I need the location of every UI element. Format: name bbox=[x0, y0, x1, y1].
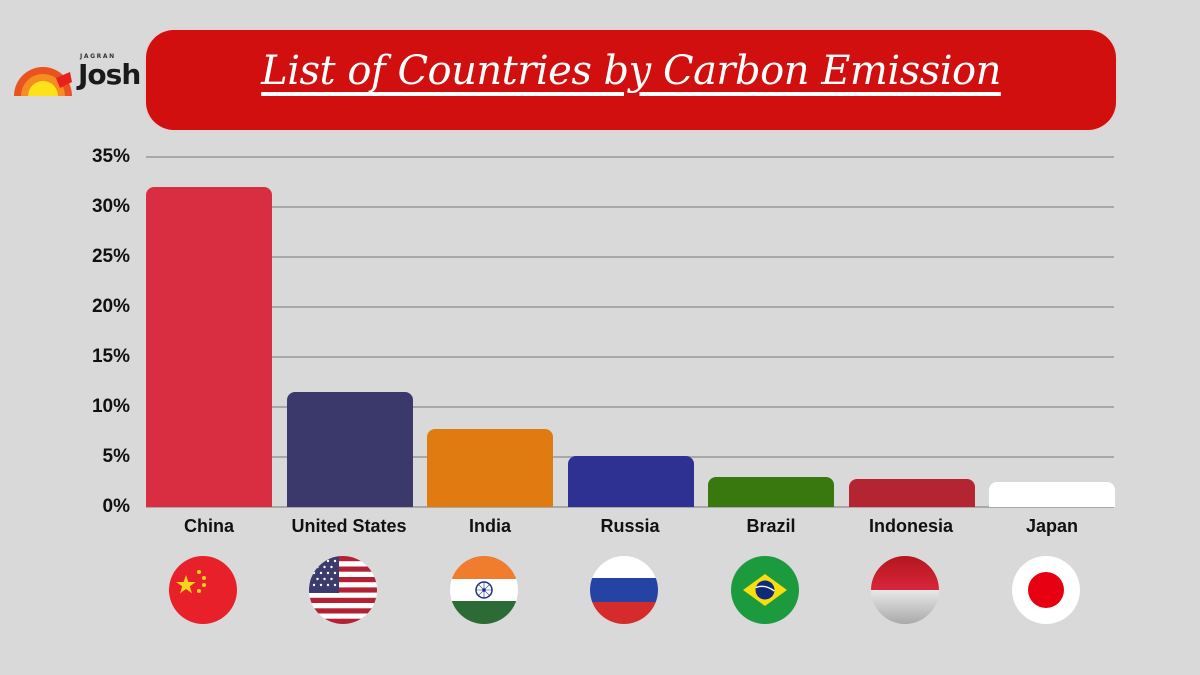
india-flag-icon bbox=[450, 556, 518, 624]
sunrise-logo-icon bbox=[14, 67, 72, 96]
x-label-china: China bbox=[183, 516, 234, 536]
bar-indonesia bbox=[848, 479, 975, 507]
x-label-united-states: United States bbox=[291, 516, 407, 536]
usa-flag-icon bbox=[309, 556, 377, 624]
chart-title: List of Countries by Carbon Emission bbox=[261, 48, 1001, 94]
gridline bbox=[146, 206, 1114, 208]
gridline bbox=[146, 256, 1114, 258]
y-tick-label: 5% bbox=[102, 446, 130, 467]
gridline bbox=[146, 356, 1114, 358]
y-tick-label: 30% bbox=[91, 196, 130, 217]
y-tick-label: 15% bbox=[91, 346, 130, 367]
x-label-indonesia: Indonesia bbox=[868, 516, 953, 536]
indonesia-flag-icon bbox=[871, 556, 939, 624]
jagran-josh-logo: JAGRAN Josh bbox=[12, 52, 141, 98]
y-tick-label: 0% bbox=[102, 496, 130, 517]
gridline bbox=[146, 156, 1114, 158]
y-tick-label: 25% bbox=[91, 246, 130, 267]
bar-india bbox=[427, 429, 553, 507]
title-banner: List of Countries by Carbon Emission bbox=[146, 30, 1116, 130]
x-label-india: India bbox=[468, 516, 511, 536]
bar-brazil bbox=[708, 477, 834, 507]
china-flag-icon bbox=[169, 556, 237, 624]
x-label-brazil: Brazil bbox=[746, 516, 796, 536]
y-tick-label: 35% bbox=[91, 146, 130, 167]
gridline bbox=[146, 406, 1114, 408]
brazil-flag-icon bbox=[731, 556, 799, 624]
bar-russia bbox=[567, 456, 694, 507]
bar-china bbox=[146, 187, 272, 507]
gridline bbox=[146, 306, 1114, 308]
japan-flag-icon bbox=[1012, 556, 1080, 624]
x-label-japan: Japan bbox=[1025, 516, 1079, 536]
bar-united-states bbox=[286, 392, 413, 507]
russia-flag-icon bbox=[590, 556, 658, 624]
x-label-russia: Russia bbox=[600, 516, 660, 536]
bar-japan bbox=[989, 482, 1115, 507]
y-tick-label: 10% bbox=[91, 396, 130, 417]
y-tick-label: 20% bbox=[91, 296, 130, 317]
logo-jagran-text: JAGRAN bbox=[80, 53, 116, 60]
logo-josh-text: Josh bbox=[78, 58, 141, 91]
